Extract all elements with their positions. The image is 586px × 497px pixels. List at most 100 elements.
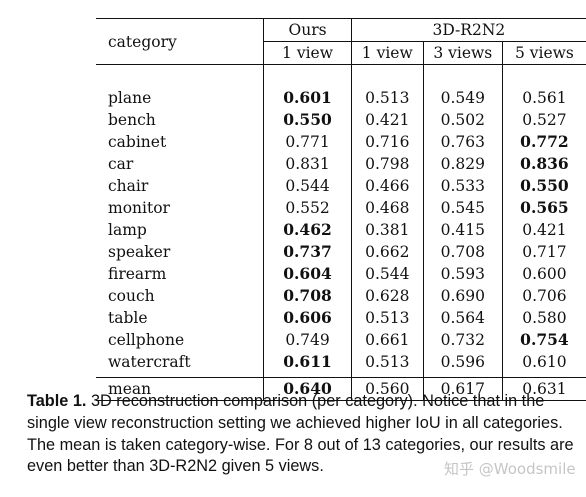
r2n2-5views-cell: 0.580 — [501, 307, 586, 329]
results-table: category Ours 3D-R2N2 1 view 1 view 3 vi… — [96, 18, 586, 401]
r2n2-1view-cell: 0.381 — [350, 219, 424, 241]
table-row: speaker 0.737 0.662 0.708 0.717 — [96, 241, 586, 263]
table-row: chair 0.544 0.466 0.533 0.550 — [96, 175, 586, 197]
caption-label: Table 1. — [27, 392, 87, 410]
r2n2-5views-cell: 0.421 — [501, 219, 586, 241]
r2n2-1view-cell: 0.628 — [350, 285, 424, 307]
table-row: watercraft 0.611 0.513 0.596 0.610 — [96, 351, 586, 373]
category-cell: speaker — [108, 243, 171, 261]
ours-1view-cell: 0.771 — [263, 131, 352, 153]
caption-text: 3D reconstruction comparison (per catego… — [27, 392, 574, 476]
r2n2-1view-cell: 0.661 — [350, 329, 424, 351]
watermark: 知乎 @Woodsmile — [444, 460, 576, 478]
r2n2-3views-cell: 0.617 — [422, 377, 503, 401]
ours-1view-cell: 0.831 — [263, 153, 352, 175]
r2n2-5views-cell: 0.527 — [501, 109, 586, 131]
r2n2-1view-cell: 0.716 — [350, 131, 424, 153]
table-row: car 0.831 0.798 0.829 0.836 — [96, 153, 586, 175]
r2n2-3views-cell: 0.732 — [422, 329, 503, 351]
r2n2-3views-cell: 0.549 — [422, 87, 503, 109]
ours-1view-cell: 0.737 — [263, 241, 352, 263]
ours-1view-cell: 0.749 — [263, 329, 352, 351]
category-cell: car — [108, 155, 134, 173]
r2n2-5views-cell: 0.836 — [501, 153, 586, 175]
ours-1view-cell: 0.552 — [263, 197, 352, 219]
r2n2-5views-cell: 0.610 — [501, 351, 586, 373]
header-baseline-5views: 5 views — [501, 41, 586, 65]
table-row: cellphone 0.749 0.661 0.732 0.754 — [96, 329, 586, 351]
r2n2-1view-cell: 0.513 — [350, 87, 424, 109]
r2n2-1view-cell: 0.544 — [350, 263, 424, 285]
category-cell: lamp — [108, 221, 147, 239]
r2n2-5views-cell: 0.561 — [501, 87, 586, 109]
table-row: cabinet 0.771 0.716 0.763 0.772 — [96, 131, 586, 153]
mean-spacer — [96, 373, 586, 378]
table-row: table 0.606 0.513 0.564 0.580 — [96, 307, 586, 329]
header-ours: Ours — [263, 18, 352, 42]
category-cell: plane — [108, 89, 152, 107]
r2n2-3views-cell: 0.690 — [422, 285, 503, 307]
table-caption: Table 1. 3D reconstruction comparison (p… — [27, 391, 582, 478]
mean-row: mean 0.640 0.560 0.617 0.631 — [96, 377, 586, 401]
r2n2-1view-cell: 0.468 — [350, 197, 424, 219]
r2n2-3views-cell: 0.593 — [422, 263, 503, 285]
header-baseline: 3D-R2N2 — [350, 18, 586, 42]
category-cell: watercraft — [108, 353, 191, 371]
header-spacer — [96, 64, 586, 87]
r2n2-1view-cell: 0.798 — [350, 153, 424, 175]
r2n2-3views-cell: 0.829 — [422, 153, 503, 175]
category-cell: couch — [108, 287, 155, 305]
ours-1view-cell: 0.604 — [263, 263, 352, 285]
ours-1view-cell: 0.606 — [263, 307, 352, 329]
r2n2-5views-cell: 0.600 — [501, 263, 586, 285]
category-cell: firearm — [108, 265, 167, 283]
r2n2-5views-cell: 0.754 — [501, 329, 586, 351]
r2n2-1view-cell: 0.662 — [350, 241, 424, 263]
r2n2-3views-cell: 0.533 — [422, 175, 503, 197]
ours-1view-cell: 0.601 — [263, 87, 352, 109]
r2n2-3views-cell: 0.502 — [422, 109, 503, 131]
ours-1view-cell: 0.550 — [263, 109, 352, 131]
category-cell: cellphone — [108, 331, 185, 349]
r2n2-5views-cell: 0.717 — [501, 241, 586, 263]
ours-1view-cell: 0.544 — [263, 175, 352, 197]
r2n2-5views-cell: 0.550 — [501, 175, 586, 197]
r2n2-3views-cell: 0.545 — [422, 197, 503, 219]
category-cell: bench — [108, 111, 156, 129]
ours-1view-cell: 0.708 — [263, 285, 352, 307]
category-cell: cabinet — [108, 133, 167, 151]
table-row: couch 0.708 0.628 0.690 0.706 — [96, 285, 586, 307]
header-ours-views: 1 view — [263, 41, 352, 65]
r2n2-1view-cell: 0.466 — [350, 175, 424, 197]
table-row: bench 0.550 0.421 0.502 0.527 — [96, 109, 586, 131]
ours-1view-cell: 0.640 — [263, 377, 352, 401]
ours-1view-cell: 0.611 — [263, 351, 352, 373]
table-row: plane 0.601 0.513 0.549 0.561 — [96, 87, 586, 109]
category-cell: monitor — [108, 199, 170, 217]
r2n2-3views-cell: 0.564 — [422, 307, 503, 329]
r2n2-1view-cell: 0.513 — [350, 351, 424, 373]
r2n2-3views-cell: 0.415 — [422, 219, 503, 241]
r2n2-3views-cell: 0.596 — [422, 351, 503, 373]
category-cell: chair — [108, 177, 149, 195]
r2n2-5views-cell: 0.772 — [501, 131, 586, 153]
table-row: monitor 0.552 0.468 0.545 0.565 — [96, 197, 586, 219]
header-category: category — [96, 18, 264, 65]
r2n2-3views-cell: 0.763 — [422, 131, 503, 153]
header-row-methods: category Ours 3D-R2N2 — [96, 18, 586, 65]
header-row-views: 1 view 1 view 3 views 5 views — [96, 41, 586, 65]
r2n2-1view-cell: 0.513 — [350, 307, 424, 329]
r2n2-1view-cell: 0.421 — [350, 109, 424, 131]
r2n2-1view-cell: 0.560 — [350, 377, 424, 401]
header-baseline-1view: 1 view — [350, 41, 424, 65]
r2n2-5views-cell: 0.706 — [501, 285, 586, 307]
r2n2-5views-cell: 0.631 — [501, 377, 586, 401]
ours-1view-cell: 0.462 — [263, 219, 352, 241]
r2n2-5views-cell: 0.565 — [501, 197, 586, 219]
category-cell: table — [108, 309, 148, 327]
table-row: lamp 0.462 0.381 0.415 0.421 — [96, 219, 586, 241]
category-cell: mean — [96, 377, 264, 401]
header-baseline-3views: 3 views — [422, 41, 503, 65]
table-row: firearm 0.604 0.544 0.593 0.600 — [96, 263, 586, 285]
